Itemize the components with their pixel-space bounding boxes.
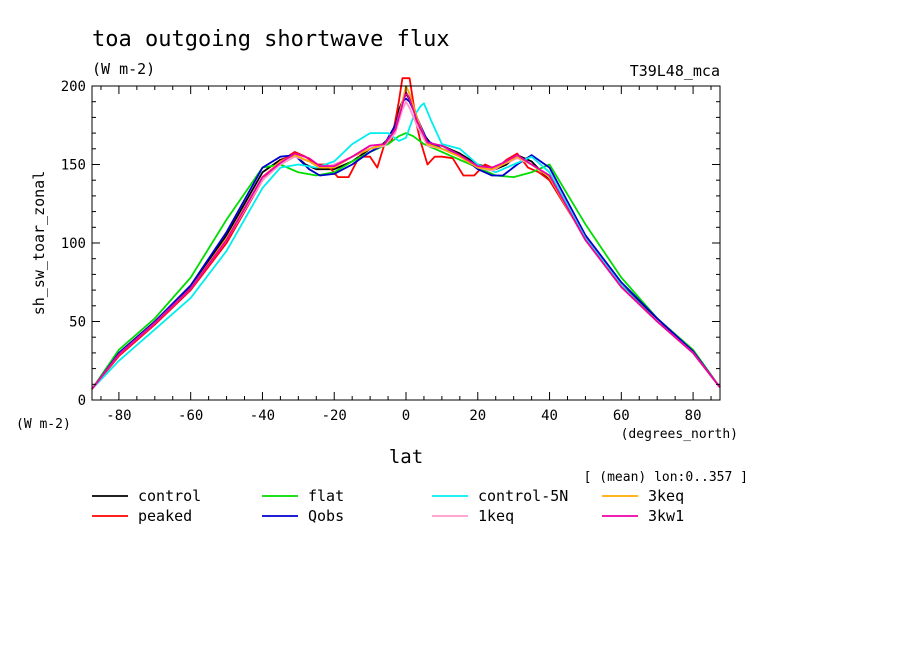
x-axis-label: lat bbox=[389, 446, 423, 468]
x-tick-label: 40 bbox=[541, 408, 558, 424]
y-tick-label: 100 bbox=[61, 236, 86, 252]
chart-units: (W m-2) bbox=[92, 60, 155, 78]
legend-label-flat: flat bbox=[308, 487, 344, 505]
legend-label-control: control bbox=[138, 487, 201, 505]
y-tick-label: 200 bbox=[61, 79, 86, 95]
x-tick-label: -20 bbox=[322, 408, 347, 424]
mean-note: [ (mean) lon:0..357 ] bbox=[584, 470, 748, 485]
x-tick-label: 80 bbox=[685, 408, 702, 424]
series-line-1keq bbox=[91, 100, 721, 390]
legend-label-3kw1: 3kw1 bbox=[648, 507, 684, 525]
legend-label-Qobs: Qobs bbox=[308, 507, 344, 525]
legend-label-1keq: 1keq bbox=[478, 507, 514, 525]
x-tick-label: -60 bbox=[178, 408, 203, 424]
y-tick-label: 150 bbox=[61, 158, 86, 174]
y-tick-label: 0 bbox=[78, 393, 86, 409]
plot-area: -80 -60 -40 -20 0 20 40 60 80 0 50 100 150 200 bbox=[61, 77, 721, 424]
series-line-Qobs bbox=[91, 97, 721, 390]
legend: control peaked flat Qobs control-5N 1keq 3keq 3… bbox=[92, 487, 684, 525]
legend-label-control-5N: control-5N bbox=[478, 487, 568, 505]
y-axis-label: sh_sw_toar_zonal bbox=[30, 171, 48, 316]
y-tick-label: 50 bbox=[69, 315, 86, 331]
x-tick-label: 20 bbox=[469, 408, 486, 424]
series-line-flat bbox=[91, 132, 721, 390]
x-tick-label: -40 bbox=[250, 408, 275, 424]
run-label: T39L48_mca bbox=[630, 62, 720, 80]
x-tick-label: -80 bbox=[106, 408, 131, 424]
legend-label-3keq: 3keq bbox=[648, 487, 684, 505]
series-line-peaked bbox=[91, 77, 721, 390]
y-axis-units: (W m-2) bbox=[16, 417, 71, 432]
x-axis-units: (degrees_north) bbox=[621, 427, 738, 442]
series-line-control-5N bbox=[91, 102, 721, 390]
x-tick-label: 60 bbox=[613, 408, 630, 424]
chart-title: toa outgoing shortwave flux bbox=[92, 27, 450, 52]
legend-label-peaked: peaked bbox=[138, 507, 192, 525]
x-tick-label: 0 bbox=[402, 408, 410, 424]
series-line-3keq bbox=[91, 85, 721, 390]
